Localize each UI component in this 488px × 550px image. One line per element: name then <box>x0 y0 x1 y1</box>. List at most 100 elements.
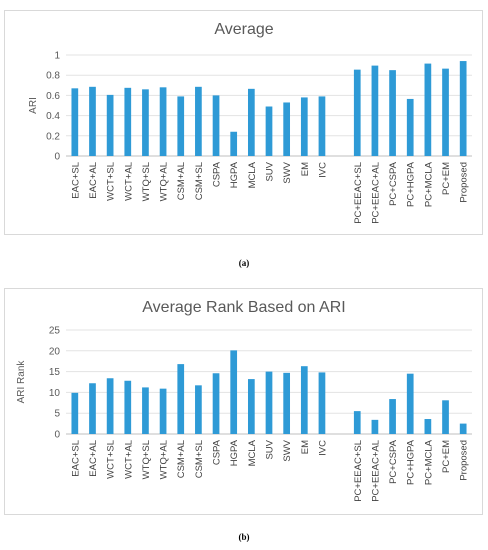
bar-pc-cspa <box>389 70 396 156</box>
x-tick-label: CSM+AL <box>176 440 187 478</box>
x-tick-label: CSM+SL <box>194 162 205 200</box>
bar-wtq-al <box>159 87 167 156</box>
x-tick-label: PC+HGPA <box>406 439 417 485</box>
y-tick-label: 0 <box>54 430 60 441</box>
bar-pc-eeac-sl <box>353 411 361 434</box>
x-tick-label: PC+CSPA <box>388 161 399 206</box>
x-tick-label: PC+EEAC+SL <box>353 162 364 224</box>
x-tick-label: WTQ+AL <box>159 162 170 201</box>
bar-mcla <box>247 379 255 434</box>
x-tick-label: HGPA <box>229 161 240 188</box>
bar-ivc <box>318 372 326 434</box>
bar-em <box>300 97 308 156</box>
x-tick-label: Proposed <box>459 440 470 481</box>
y-tick-label: 15 <box>49 367 61 378</box>
y-tick-label: 25 <box>49 326 61 337</box>
bar-proposed <box>459 61 467 157</box>
x-tick-label: WTQ+AL <box>159 440 170 479</box>
x-tick-label: SWV <box>282 161 293 183</box>
caption-b: (b) <box>238 532 250 542</box>
bar-swv <box>283 102 291 156</box>
bar-pc-cspa <box>389 399 396 434</box>
bar-proposed <box>459 423 467 434</box>
bar-cspa <box>212 95 220 156</box>
x-tick-label: CSM+SL <box>194 440 205 478</box>
x-tick-label: WTQ+SL <box>141 162 152 201</box>
bar-eac-al <box>89 86 96 156</box>
y-tick-label: 10 <box>49 388 61 399</box>
x-tick-label: PC+EM <box>441 162 452 195</box>
bar-pc-mcla <box>424 419 432 434</box>
bar-pc-eeac-al <box>371 419 379 434</box>
chart-frame <box>4 10 483 235</box>
y-tick-label: 0.2 <box>46 131 60 142</box>
bar-suv <box>265 371 273 434</box>
bar-csm-al <box>177 364 185 434</box>
x-tick-label: PC+MCLA <box>423 161 434 207</box>
bar-eac-al <box>89 383 96 434</box>
x-tick-label: MCLA <box>247 439 258 466</box>
x-tick-label: CSM+AL <box>176 162 187 200</box>
x-tick-label: EM <box>300 440 311 454</box>
x-tick-label: SUV <box>265 161 276 181</box>
bar-wct-sl <box>106 94 114 156</box>
y-tick-label: 5 <box>54 409 60 420</box>
bar-pc-hgpa <box>406 373 414 434</box>
bar-csm-sl <box>195 385 202 434</box>
x-tick-label: IVC <box>317 162 328 178</box>
bar-pc-mcla <box>424 63 432 156</box>
x-tick-label: WCT+AL <box>123 440 134 479</box>
y-tick-label: 0.6 <box>46 91 60 102</box>
ari-average-chart: Average ARI 0 0.2 0.4 0.6 0.8 1 EAC+SL EAC+AL WCT+… <box>4 10 483 235</box>
bar-suv <box>265 106 273 156</box>
x-tick-label: IVC <box>317 440 328 456</box>
x-tick-label: EAC+SL <box>70 440 81 477</box>
bar-hgpa <box>230 131 238 156</box>
bar-em <box>300 366 308 434</box>
x-tick-label: EAC+AL <box>88 440 99 477</box>
x-tick-label: PC+EM <box>441 440 452 473</box>
bar-eac-sl <box>71 88 79 156</box>
bar-pc-em <box>442 400 449 434</box>
bar-wct-sl <box>106 378 114 434</box>
bar-ivc <box>318 96 326 156</box>
chart-title: Average Rank Based on ARI <box>142 299 345 316</box>
y-tick-label: 0.8 <box>46 71 60 82</box>
x-tick-label: PC+HGPA <box>406 161 417 207</box>
x-tick-label: SUV <box>265 439 276 459</box>
bar-swv <box>283 372 291 434</box>
x-tick-label: SWV <box>282 439 293 461</box>
bar-pc-eeac-sl <box>353 69 361 156</box>
x-tick-label: PC+EEAC+AL <box>370 162 381 224</box>
bar-wct-al <box>124 380 132 434</box>
x-tick-label: WTQ+SL <box>141 440 152 479</box>
y-tick-label: 0 <box>54 152 60 163</box>
bar-pc-hgpa <box>406 98 414 156</box>
x-tick-label: WCT+AL <box>123 162 134 201</box>
x-tick-label: PC+MCLA <box>423 439 434 485</box>
bar-wtq-sl <box>142 89 149 156</box>
chart-title: Average <box>214 21 273 38</box>
bar-mcla <box>247 88 255 156</box>
x-tick-label: CSPA <box>212 439 223 465</box>
x-tick-label: EAC+AL <box>88 162 99 199</box>
x-tick-label: PC+CSPA <box>388 439 399 484</box>
x-tick-label: WCT+SL <box>106 440 117 479</box>
x-tick-label: WCT+SL <box>106 162 117 201</box>
chart-panel-a: Average ARI 0 0.2 0.4 0.6 0.8 1 EAC+SL EAC+AL WCT+… <box>4 10 483 268</box>
bar-csm-al <box>177 96 185 156</box>
y-tick-label: 1 <box>54 51 60 62</box>
caption-a: (a) <box>238 258 250 268</box>
y-tick-label: 0.4 <box>46 111 60 122</box>
chart-frame <box>4 288 483 515</box>
bar-cspa <box>212 373 220 434</box>
x-tick-label: EM <box>300 162 311 176</box>
x-tick-label: Proposed <box>459 162 470 203</box>
y-axis-label: ARI <box>28 97 39 114</box>
chart-panel-b: Average Rank Based on ARI ARI Rank 0 5 10 15 2… <box>0 278 488 550</box>
bar-wtq-al <box>159 388 167 434</box>
y-tick-label: 20 <box>49 346 61 357</box>
bar-wct-al <box>124 87 132 156</box>
bar-eac-sl <box>71 392 79 434</box>
x-tick-label: PC+EEAC+SL <box>353 440 364 502</box>
